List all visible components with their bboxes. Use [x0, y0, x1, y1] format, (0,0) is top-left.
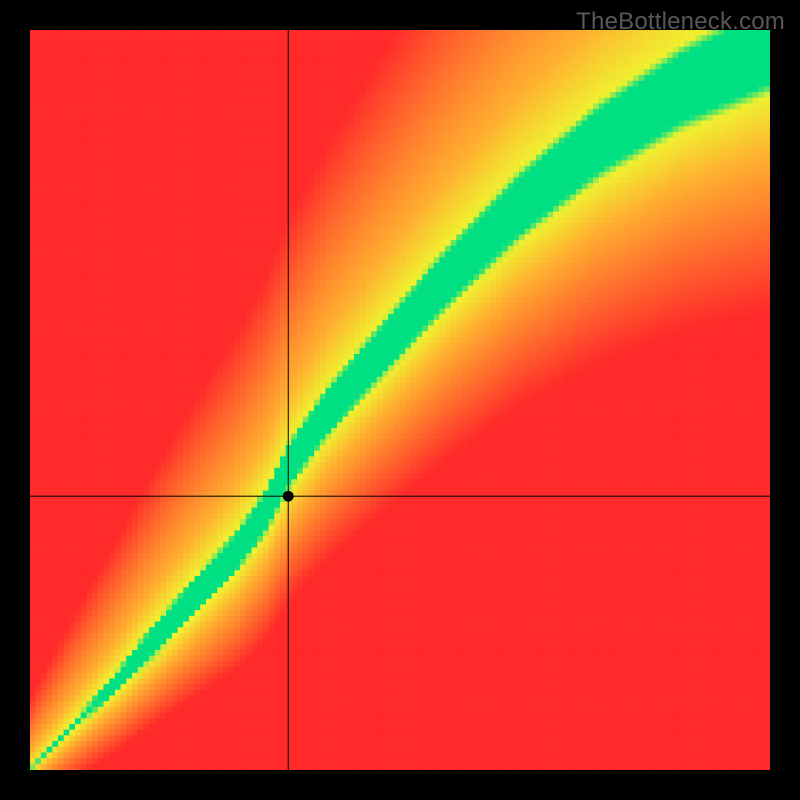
bottleneck-heatmap — [0, 0, 800, 800]
chart-container: TheBottleneck.com — [0, 0, 800, 800]
